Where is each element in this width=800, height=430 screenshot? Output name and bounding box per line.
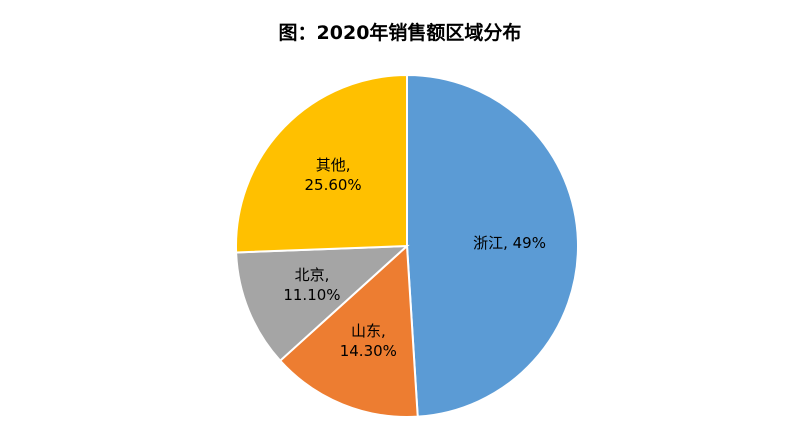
data-label: 北京, 11.10% <box>283 265 341 304</box>
data-label: 浙江, 49% <box>473 233 546 252</box>
pie-slice <box>235 73 408 254</box>
pie-slice <box>235 244 410 363</box>
pie-slice <box>406 73 580 418</box>
pie-slice <box>278 243 419 418</box>
chart-title: 图：2020年销售额区域分布 <box>278 22 522 44</box>
data-label: 其他, 25.60% <box>304 155 362 194</box>
data-label: 山东, 14.30% <box>339 322 397 361</box>
